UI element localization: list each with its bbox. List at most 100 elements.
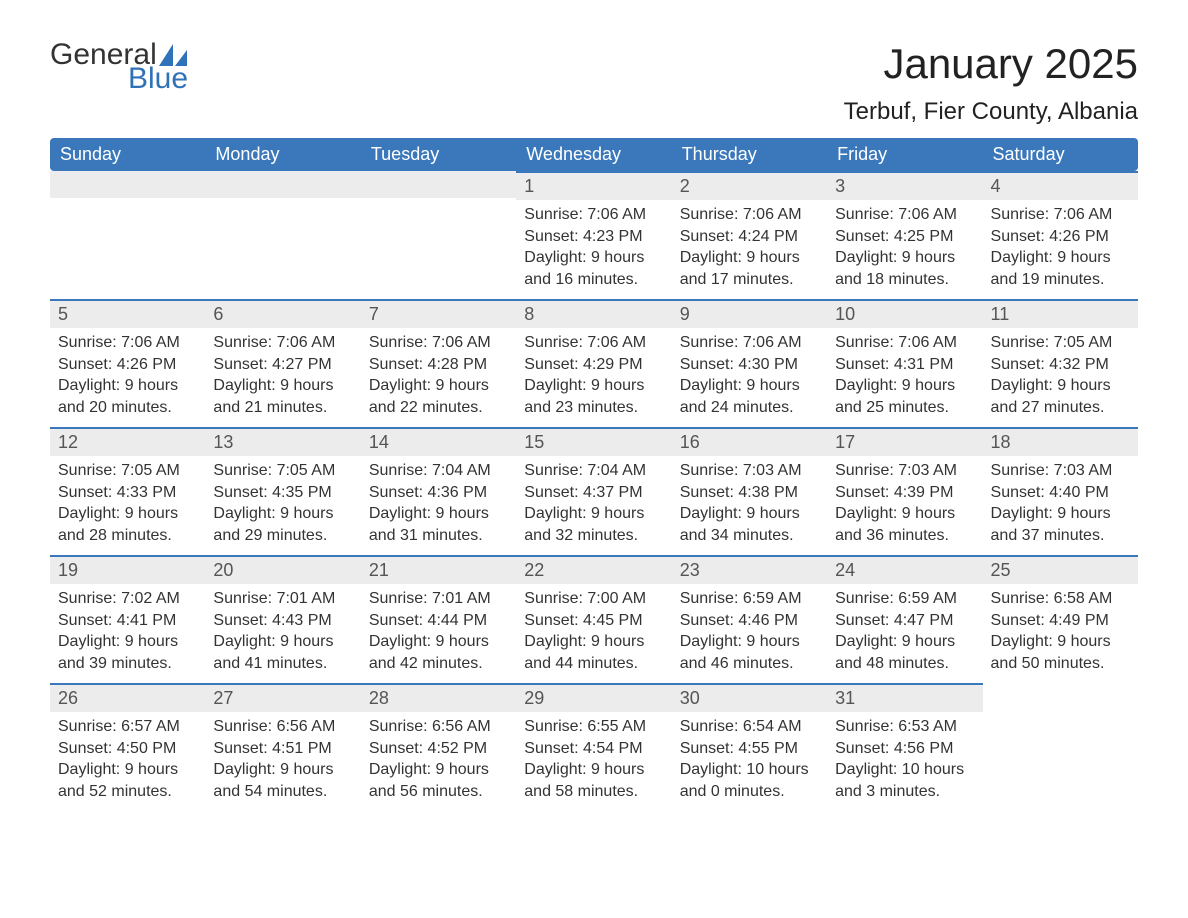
calendar-day-cell: 6Sunrise: 7:06 AMSunset: 4:27 PMDaylight…	[205, 299, 360, 427]
day-sunset-line: Sunset: 4:51 PM	[213, 738, 352, 760]
day-d2-line: and 31 minutes.	[369, 525, 508, 547]
day-d1-line: Daylight: 9 hours	[369, 503, 508, 525]
day-wrap: 23Sunrise: 6:59 AMSunset: 4:46 PMDayligh…	[672, 555, 827, 682]
day-details: Sunrise: 6:57 AMSunset: 4:50 PMDaylight:…	[50, 712, 205, 810]
day-d1-line: Daylight: 9 hours	[524, 503, 663, 525]
day-details: Sunrise: 7:05 AMSunset: 4:33 PMDaylight:…	[50, 456, 205, 554]
day-d2-line: and 18 minutes.	[835, 269, 974, 291]
calendar-table: SundayMondayTuesdayWednesdayThursdayFrid…	[50, 138, 1138, 811]
day-number: 24	[827, 557, 982, 584]
day-d2-line: and 52 minutes.	[58, 781, 197, 803]
day-details: Sunrise: 6:53 AMSunset: 4:56 PMDaylight:…	[827, 712, 982, 810]
day-sunset-line: Sunset: 4:24 PM	[680, 226, 819, 248]
day-d1-line: Daylight: 9 hours	[369, 759, 508, 781]
day-wrap: 1Sunrise: 7:06 AMSunset: 4:23 PMDaylight…	[516, 171, 671, 298]
day-wrap: 31Sunrise: 6:53 AMSunset: 4:56 PMDayligh…	[827, 683, 982, 810]
day-number: 11	[983, 301, 1138, 328]
day-sunset-line: Sunset: 4:55 PM	[680, 738, 819, 760]
day-number: 29	[516, 685, 671, 712]
day-d1-line: Daylight: 9 hours	[213, 503, 352, 525]
day-sunrise-line: Sunrise: 7:04 AM	[524, 460, 663, 482]
day-sunset-line: Sunset: 4:26 PM	[991, 226, 1130, 248]
day-sunset-line: Sunset: 4:47 PM	[835, 610, 974, 632]
day-details: Sunrise: 7:01 AMSunset: 4:43 PMDaylight:…	[205, 584, 360, 682]
day-sunrise-line: Sunrise: 7:04 AM	[369, 460, 508, 482]
calendar-day-cell: 9Sunrise: 7:06 AMSunset: 4:30 PMDaylight…	[672, 299, 827, 427]
day-number: 23	[672, 557, 827, 584]
day-number: 9	[672, 301, 827, 328]
day-d2-line: and 44 minutes.	[524, 653, 663, 675]
day-wrap: 22Sunrise: 7:00 AMSunset: 4:45 PMDayligh…	[516, 555, 671, 682]
day-sunset-line: Sunset: 4:44 PM	[369, 610, 508, 632]
day-sunset-line: Sunset: 4:27 PM	[213, 354, 352, 376]
day-details: Sunrise: 6:54 AMSunset: 4:55 PMDaylight:…	[672, 712, 827, 810]
day-number: 1	[516, 173, 671, 200]
calendar-day-cell: 19Sunrise: 7:02 AMSunset: 4:41 PMDayligh…	[50, 555, 205, 683]
day-d2-line: and 22 minutes.	[369, 397, 508, 419]
day-sunrise-line: Sunrise: 6:58 AM	[991, 588, 1130, 610]
day-number: 13	[205, 429, 360, 456]
day-number: 18	[983, 429, 1138, 456]
day-details: Sunrise: 6:55 AMSunset: 4:54 PMDaylight:…	[516, 712, 671, 810]
day-sunset-line: Sunset: 4:35 PM	[213, 482, 352, 504]
day-details: Sunrise: 6:56 AMSunset: 4:52 PMDaylight:…	[361, 712, 516, 810]
day-wrap: 18Sunrise: 7:03 AMSunset: 4:40 PMDayligh…	[983, 427, 1138, 554]
calendar-day-cell: 25Sunrise: 6:58 AMSunset: 4:49 PMDayligh…	[983, 555, 1138, 683]
calendar-day-cell: 12Sunrise: 7:05 AMSunset: 4:33 PMDayligh…	[50, 427, 205, 555]
page-header: General Blue January 2025 Terbuf, Fier C…	[50, 40, 1138, 126]
calendar-week-row: 12Sunrise: 7:05 AMSunset: 4:33 PMDayligh…	[50, 427, 1138, 555]
day-wrap: 30Sunrise: 6:54 AMSunset: 4:55 PMDayligh…	[672, 683, 827, 810]
calendar-day-cell: 15Sunrise: 7:04 AMSunset: 4:37 PMDayligh…	[516, 427, 671, 555]
day-sunset-line: Sunset: 4:45 PM	[524, 610, 663, 632]
day-number: 25	[983, 557, 1138, 584]
weekday-header: Friday	[827, 138, 982, 171]
weekday-header: Monday	[205, 138, 360, 171]
day-sunrise-line: Sunrise: 7:06 AM	[680, 332, 819, 354]
day-d1-line: Daylight: 9 hours	[991, 631, 1130, 653]
day-wrap: 25Sunrise: 6:58 AMSunset: 4:49 PMDayligh…	[983, 555, 1138, 682]
day-sunset-line: Sunset: 4:32 PM	[991, 354, 1130, 376]
day-number: 2	[672, 173, 827, 200]
calendar-day-cell: 18Sunrise: 7:03 AMSunset: 4:40 PMDayligh…	[983, 427, 1138, 555]
day-sunset-line: Sunset: 4:46 PM	[680, 610, 819, 632]
day-sunset-line: Sunset: 4:41 PM	[58, 610, 197, 632]
calendar-day-cell: 13Sunrise: 7:05 AMSunset: 4:35 PMDayligh…	[205, 427, 360, 555]
empty-daynum	[205, 171, 360, 198]
calendar-day-cell: 28Sunrise: 6:56 AMSunset: 4:52 PMDayligh…	[361, 683, 516, 811]
day-wrap: 24Sunrise: 6:59 AMSunset: 4:47 PMDayligh…	[827, 555, 982, 682]
day-sunset-line: Sunset: 4:36 PM	[369, 482, 508, 504]
calendar-day-cell: 24Sunrise: 6:59 AMSunset: 4:47 PMDayligh…	[827, 555, 982, 683]
day-d2-line: and 19 minutes.	[991, 269, 1130, 291]
day-wrap: 19Sunrise: 7:02 AMSunset: 4:41 PMDayligh…	[50, 555, 205, 682]
day-details: Sunrise: 7:05 AMSunset: 4:35 PMDaylight:…	[205, 456, 360, 554]
day-d1-line: Daylight: 9 hours	[524, 759, 663, 781]
location-text: Terbuf, Fier County, Albania	[844, 98, 1138, 126]
day-d1-line: Daylight: 10 hours	[680, 759, 819, 781]
day-d2-line: and 58 minutes.	[524, 781, 663, 803]
day-details: Sunrise: 7:06 AMSunset: 4:25 PMDaylight:…	[827, 200, 982, 298]
day-number: 17	[827, 429, 982, 456]
day-wrap: 7Sunrise: 7:06 AMSunset: 4:28 PMDaylight…	[361, 299, 516, 426]
day-details: Sunrise: 7:06 AMSunset: 4:31 PMDaylight:…	[827, 328, 982, 426]
calendar-day-cell: 16Sunrise: 7:03 AMSunset: 4:38 PMDayligh…	[672, 427, 827, 555]
day-number: 15	[516, 429, 671, 456]
day-sunrise-line: Sunrise: 7:05 AM	[213, 460, 352, 482]
day-sunset-line: Sunset: 4:29 PM	[524, 354, 663, 376]
day-d1-line: Daylight: 9 hours	[680, 631, 819, 653]
day-sunset-line: Sunset: 4:39 PM	[835, 482, 974, 504]
calendar-empty-cell	[205, 171, 360, 299]
day-details: Sunrise: 7:04 AMSunset: 4:37 PMDaylight:…	[516, 456, 671, 554]
day-d1-line: Daylight: 9 hours	[213, 759, 352, 781]
weekday-header: Tuesday	[361, 138, 516, 171]
calendar-day-cell: 26Sunrise: 6:57 AMSunset: 4:50 PMDayligh…	[50, 683, 205, 811]
day-sunrise-line: Sunrise: 6:54 AM	[680, 716, 819, 738]
calendar-day-cell: 2Sunrise: 7:06 AMSunset: 4:24 PMDaylight…	[672, 171, 827, 299]
day-sunrise-line: Sunrise: 7:06 AM	[991, 204, 1130, 226]
weekday-header: Wednesday	[516, 138, 671, 171]
day-number: 16	[672, 429, 827, 456]
day-wrap: 28Sunrise: 6:56 AMSunset: 4:52 PMDayligh…	[361, 683, 516, 810]
day-d1-line: Daylight: 9 hours	[369, 375, 508, 397]
day-d2-line: and 28 minutes.	[58, 525, 197, 547]
day-d1-line: Daylight: 9 hours	[835, 631, 974, 653]
day-sunset-line: Sunset: 4:23 PM	[524, 226, 663, 248]
